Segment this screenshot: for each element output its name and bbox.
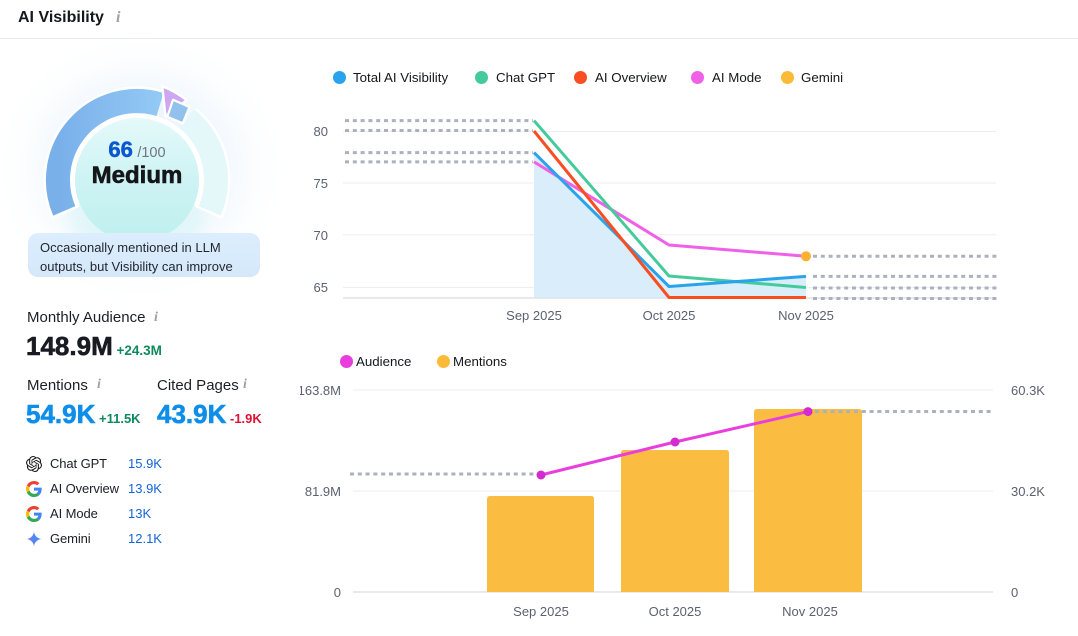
- svg-text:Oct 2025: Oct 2025: [643, 308, 696, 323]
- svg-text:Nov 2025: Nov 2025: [782, 604, 838, 619]
- svg-text:Sep 2025: Sep 2025: [513, 604, 569, 619]
- svg-text:81.9M: 81.9M: [305, 484, 341, 499]
- svg-text:80: 80: [314, 124, 328, 139]
- svg-text:Nov 2025: Nov 2025: [778, 308, 834, 323]
- svg-text:0: 0: [1011, 585, 1018, 600]
- svg-text:70: 70: [314, 228, 328, 243]
- svg-text:30.2K: 30.2K: [1011, 484, 1045, 499]
- svg-text:0: 0: [334, 585, 341, 600]
- svg-text:Oct 2025: Oct 2025: [649, 604, 702, 619]
- svg-text:75: 75: [314, 176, 328, 191]
- svg-text:Sep 2025: Sep 2025: [506, 308, 562, 323]
- svg-text:65: 65: [314, 280, 328, 295]
- svg-text:60.3K: 60.3K: [1011, 383, 1045, 398]
- svg-text:163.8M: 163.8M: [300, 383, 341, 398]
